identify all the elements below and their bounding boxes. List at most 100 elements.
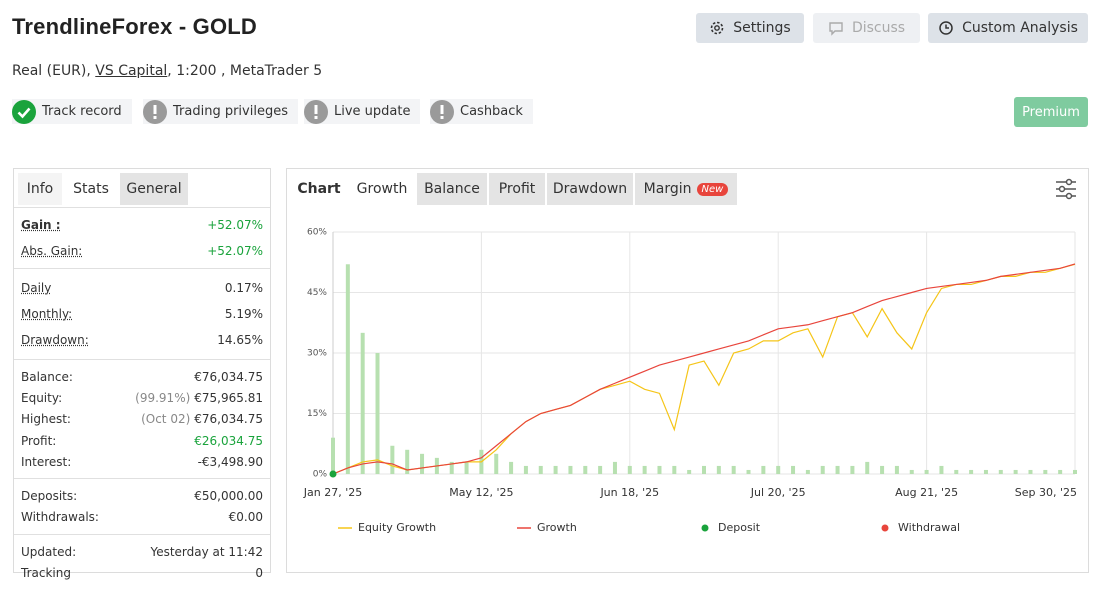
badge-label: Track record <box>42 104 122 119</box>
stats-group: Gain : +52.07% Abs. Gain: +52.07% <box>14 208 270 269</box>
stats-label: Monthly: <box>21 307 73 321</box>
chart-tab[interactable]: Balance <box>417 173 487 205</box>
series-dot <box>329 470 337 478</box>
bar <box>835 465 840 474</box>
x-tick-label: Aug 21, '25 <box>895 486 958 499</box>
title: TrendlineForex - GOLD <box>12 14 258 39</box>
stats-row: Updated: Yesterday at 11:42 <box>14 541 270 562</box>
bar <box>731 465 736 474</box>
stats-value-wrap: €0.00 <box>229 510 263 524</box>
stats-row: Highest: (Oct 02) €76,034.75 <box>14 409 270 430</box>
bar <box>865 461 870 474</box>
tab-label: Growth <box>356 181 408 197</box>
alert-icon <box>304 99 328 124</box>
stats-row: Equity: (99.91%) €75,965.81 <box>14 387 270 408</box>
y-tick-label: 15% <box>307 409 327 419</box>
stats-value: -€3,498.90 <box>197 454 263 469</box>
series-line <box>332 263 1076 475</box>
stats-label: Updated: <box>21 544 77 559</box>
stats-value-wrap: +52.07% <box>207 244 263 258</box>
bar <box>390 445 395 474</box>
y-tick-label: 60% <box>307 228 327 238</box>
stats-row: Abs. Gain: +52.07% <box>14 238 270 264</box>
stats-value: 5.19% <box>224 307 263 321</box>
tab[interactable]: Info <box>18 173 62 205</box>
stats-value-wrap: 5.19% <box>225 307 263 321</box>
tab-label: Margin <box>643 181 692 197</box>
stats-value-wrap: €26,034.75 <box>194 434 263 448</box>
bar <box>1073 469 1077 474</box>
stats-note: (99.91%) <box>135 390 191 405</box>
settings-button[interactable]: Settings <box>696 13 804 43</box>
bar <box>998 469 1003 474</box>
stats-row: Drawdown: 14.65% <box>14 327 270 353</box>
y-tick-label: 30% <box>307 349 327 359</box>
bar <box>1013 469 1018 474</box>
x-tick-label: Jun 18, '25 <box>599 486 659 499</box>
stats-value: +52.07% <box>207 244 263 258</box>
stats-value: €76,034.75 <box>194 412 263 427</box>
stats-row: Profit: €26,034.75 <box>14 430 270 451</box>
stats-value: 0.17% <box>224 281 263 295</box>
badge: Live update <box>304 99 421 124</box>
badge: Track record <box>12 99 132 124</box>
account-type: Real (EUR), <box>12 63 96 79</box>
premium-button[interactable]: Premium <box>1014 97 1088 127</box>
bar <box>687 469 692 474</box>
chart-tab[interactable]: Growth <box>349 173 415 205</box>
bar <box>420 453 425 474</box>
tab[interactable]: General <box>120 173 188 205</box>
stats-list: Gain : +52.07% Abs. Gain: +52.07% Daily 0.17%… <box>14 207 270 590</box>
stats-value: €26,034.75 <box>194 433 263 448</box>
stats-group: Balance: €76,034.75 Equity: (99.91%) €75,965… <box>14 360 270 480</box>
bar <box>509 461 514 474</box>
stats-value-wrap: (Oct 02) €76,034.75 <box>141 412 263 426</box>
chart-tab[interactable]: Drawdown <box>547 173 633 205</box>
chart-tab[interactable]: Margin New <box>635 173 737 205</box>
stats-row: Monthly: 5.19% <box>14 301 270 327</box>
series-line <box>332 263 1076 475</box>
bar <box>553 465 558 474</box>
stats-group: Daily 0.17% Monthly: 5.19% Drawdown: 14.65% <box>14 269 270 360</box>
stats-value: €75,965.81 <box>194 390 263 405</box>
stats-value: 14.65% <box>217 333 263 347</box>
broker-link[interactable]: VS Capital <box>95 63 168 79</box>
badge-label: Cashback <box>460 104 523 119</box>
bar <box>538 465 543 474</box>
check-icon <box>12 99 36 124</box>
discuss-button[interactable]: Discuss <box>813 13 920 43</box>
chart-tab[interactable]: Profit <box>489 173 545 205</box>
alert-icon <box>430 99 454 124</box>
stats-value-wrap: 14.65% <box>217 333 263 347</box>
stats-value-wrap: €50,000.00 <box>194 489 263 503</box>
bar <box>583 465 588 474</box>
y-tick-label: 0% <box>313 470 328 480</box>
bar <box>612 461 617 474</box>
custom-analysis-button[interactable]: Custom Analysis <box>928 13 1088 43</box>
button-label: Custom Analysis <box>962 20 1078 36</box>
stats-row: Balance: €76,034.75 <box>14 366 270 387</box>
badge-label: Live update <box>334 104 411 119</box>
stats-label: Abs. Gain: <box>21 244 83 258</box>
x-tick-label: May 12, '25 <box>449 486 513 499</box>
badge: Cashback <box>430 99 533 124</box>
tab[interactable]: Stats <box>64 173 118 205</box>
bar <box>746 469 751 474</box>
stats-value: €50,000.00 <box>194 489 263 504</box>
stats-value: +52.07% <box>207 218 263 232</box>
stats-label: Gain : <box>21 218 61 232</box>
bar <box>716 465 721 474</box>
stats-value: Yesterday at 11:42 <box>150 544 263 559</box>
stats-value: €76,034.75 <box>194 369 263 384</box>
bar <box>360 332 365 474</box>
bar <box>494 453 499 474</box>
gear-icon <box>710 21 724 35</box>
bar <box>598 465 603 474</box>
stats-row: Interest: -€3,498.90 <box>14 451 270 472</box>
bar <box>791 465 796 474</box>
account-details: , 1:200 , MetaTrader 5 <box>167 63 323 79</box>
button-label: Settings <box>733 20 791 36</box>
filter-icon[interactable] <box>1055 178 1077 200</box>
